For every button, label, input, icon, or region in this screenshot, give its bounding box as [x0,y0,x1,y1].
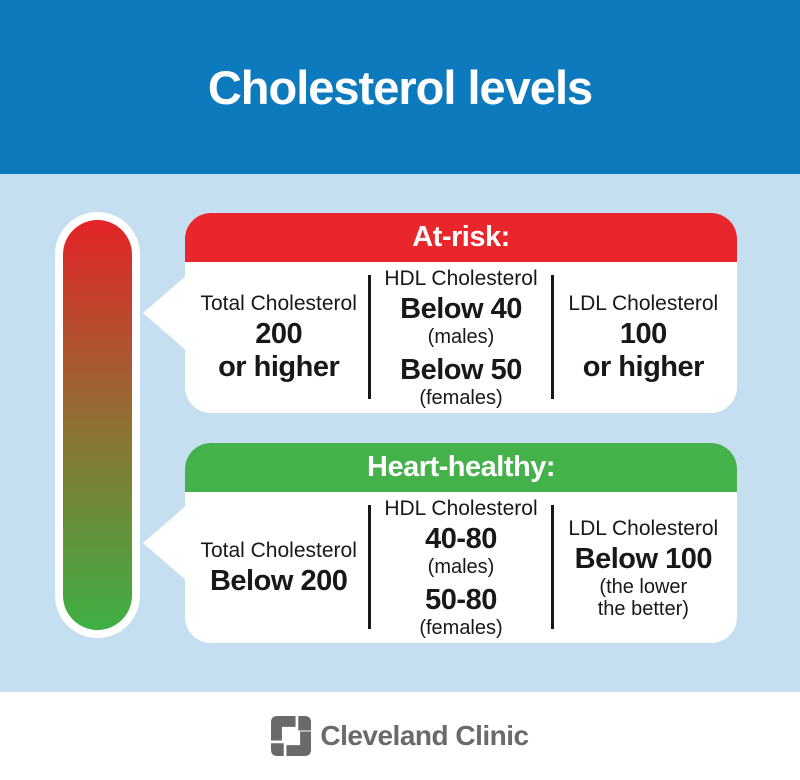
column-value: or higher [582,351,705,383]
column-value: 40-80 [425,523,497,555]
brand-name: Cleveland Clinic [320,720,529,751]
column-label: LDL Cholesterol [568,516,719,540]
column-value: or higher [218,351,340,383]
header-band: Cholesterol levels [0,0,800,174]
footer: Cleveland Clinic [0,692,800,780]
column-value: Below 200 [209,564,348,597]
heart-healthy-card: Heart-healthy: Total Cholesterol Below 2… [143,443,737,643]
heart-healthy-ldl-cholesterol-column: LDL Cholesterol Below 100 (the lower the… [554,492,733,643]
cleveland-clinic-logo-icon [271,716,312,756]
at-risk-total-cholesterol-column: Total Cholesterol 200 or higher [189,262,368,413]
heart-healthy-card-header: Heart-healthy: [185,443,737,492]
column-note: (males) [427,556,495,578]
column-note: (the lower [599,575,688,598]
column-value: Below 50 [400,354,522,386]
card-pointer-left-icon [143,505,187,581]
column-label: Total Cholesterol [200,538,357,562]
column-value: Below 100 [574,542,713,575]
cleveland-clinic-logo: Cleveland Clinic [271,716,529,756]
column-label: Total Cholesterol [200,292,357,315]
column-note: (females) [419,617,503,639]
page-title: Cholesterol levels [207,60,593,114]
column-label: LDL Cholesterol [568,292,719,315]
column-label: HDL Cholesterol [384,267,538,290]
at-risk-hdl-cholesterol-column: HDL Cholesterol Below 40 (males) Below 5… [371,262,550,413]
gauge-gradient-bar [63,220,132,630]
column-note: (males) [427,326,495,348]
at-risk-card-body: Total Cholesterol 200 or higher HDL Chol… [185,262,737,413]
card-pointer-left-icon [143,275,187,351]
column-value: 200 [255,318,303,350]
heart-healthy-total-cholesterol-column: Total Cholesterol Below 200 [189,492,368,643]
column-divider [368,505,372,629]
column-note: the better) [597,597,689,620]
cholesterol-gauge [55,212,140,638]
column-note: (females) [419,387,503,409]
column-value: Below 40 [400,293,522,325]
column-divider [368,275,372,399]
column-value: 100 [619,318,667,350]
at-risk-card-header: At-risk: [185,213,737,262]
column-divider [550,275,554,399]
at-risk-ldl-cholesterol-column: LDL Cholesterol 100 or higher [554,262,733,413]
column-label: HDL Cholesterol [384,497,538,520]
at-risk-card-title: At-risk: [412,221,510,253]
at-risk-card: At-risk: Total Cholesterol 200 or higher… [143,213,737,413]
column-value: 50-80 [425,584,497,616]
heart-healthy-hdl-cholesterol-column: HDL Cholesterol 40-80 (males) 50-80 (fem… [371,492,550,643]
column-divider [550,505,554,629]
heart-healthy-card-title: Heart-healthy: [367,451,556,483]
heart-healthy-card-body: Total Cholesterol Below 200 HDL Choleste… [185,492,737,643]
